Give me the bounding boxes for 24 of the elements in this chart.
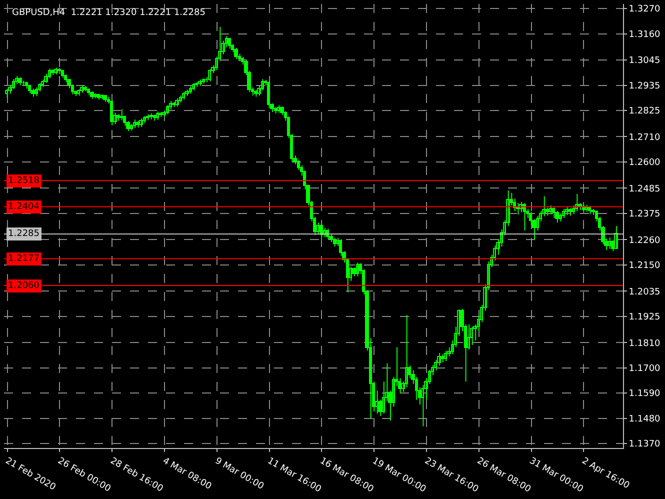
y-tick-label: 1.2935: [628, 81, 660, 92]
y-tick-label: 1.1700: [628, 364, 661, 374]
y-tick-label: 1.1590: [628, 389, 661, 400]
text: GBPUSD,H4 1.2221 1.2320 1.2221 1.2285: [12, 8, 206, 18]
y-tick-label: 1.2825: [628, 106, 660, 117]
y-tick-label: 1.1370: [628, 440, 661, 450]
y-tick-label: 1.2710: [628, 132, 661, 143]
ref-line-label: 1.2060: [8, 281, 40, 291]
y-tick-label: 1.1480: [628, 414, 661, 424]
y-tick-label: 1.2600: [628, 158, 661, 168]
y-tick-label: 1.2375: [628, 210, 660, 220]
y-tick-label: 1.3270: [628, 4, 661, 15]
y-tick-label: 1.1925: [628, 312, 660, 323]
ref-line-label: 1.2518: [8, 176, 40, 186]
ref-line-label: 1.2285: [8, 229, 40, 239]
y-tick-label: 1.3160: [628, 30, 661, 40]
ref-line-label: 1.2404: [8, 202, 40, 212]
y-tick-label: 1.3045: [628, 56, 660, 66]
y-tick-label: 1.2035: [628, 287, 660, 298]
y-tick-label: 1.2260: [628, 236, 661, 246]
y-tick-label: 1.1810: [628, 338, 661, 349]
y-tick-label: 1.2150: [628, 261, 661, 272]
ref-line-label: 1.2177: [8, 254, 40, 264]
y-tick-label: 1.2485: [628, 184, 660, 194]
